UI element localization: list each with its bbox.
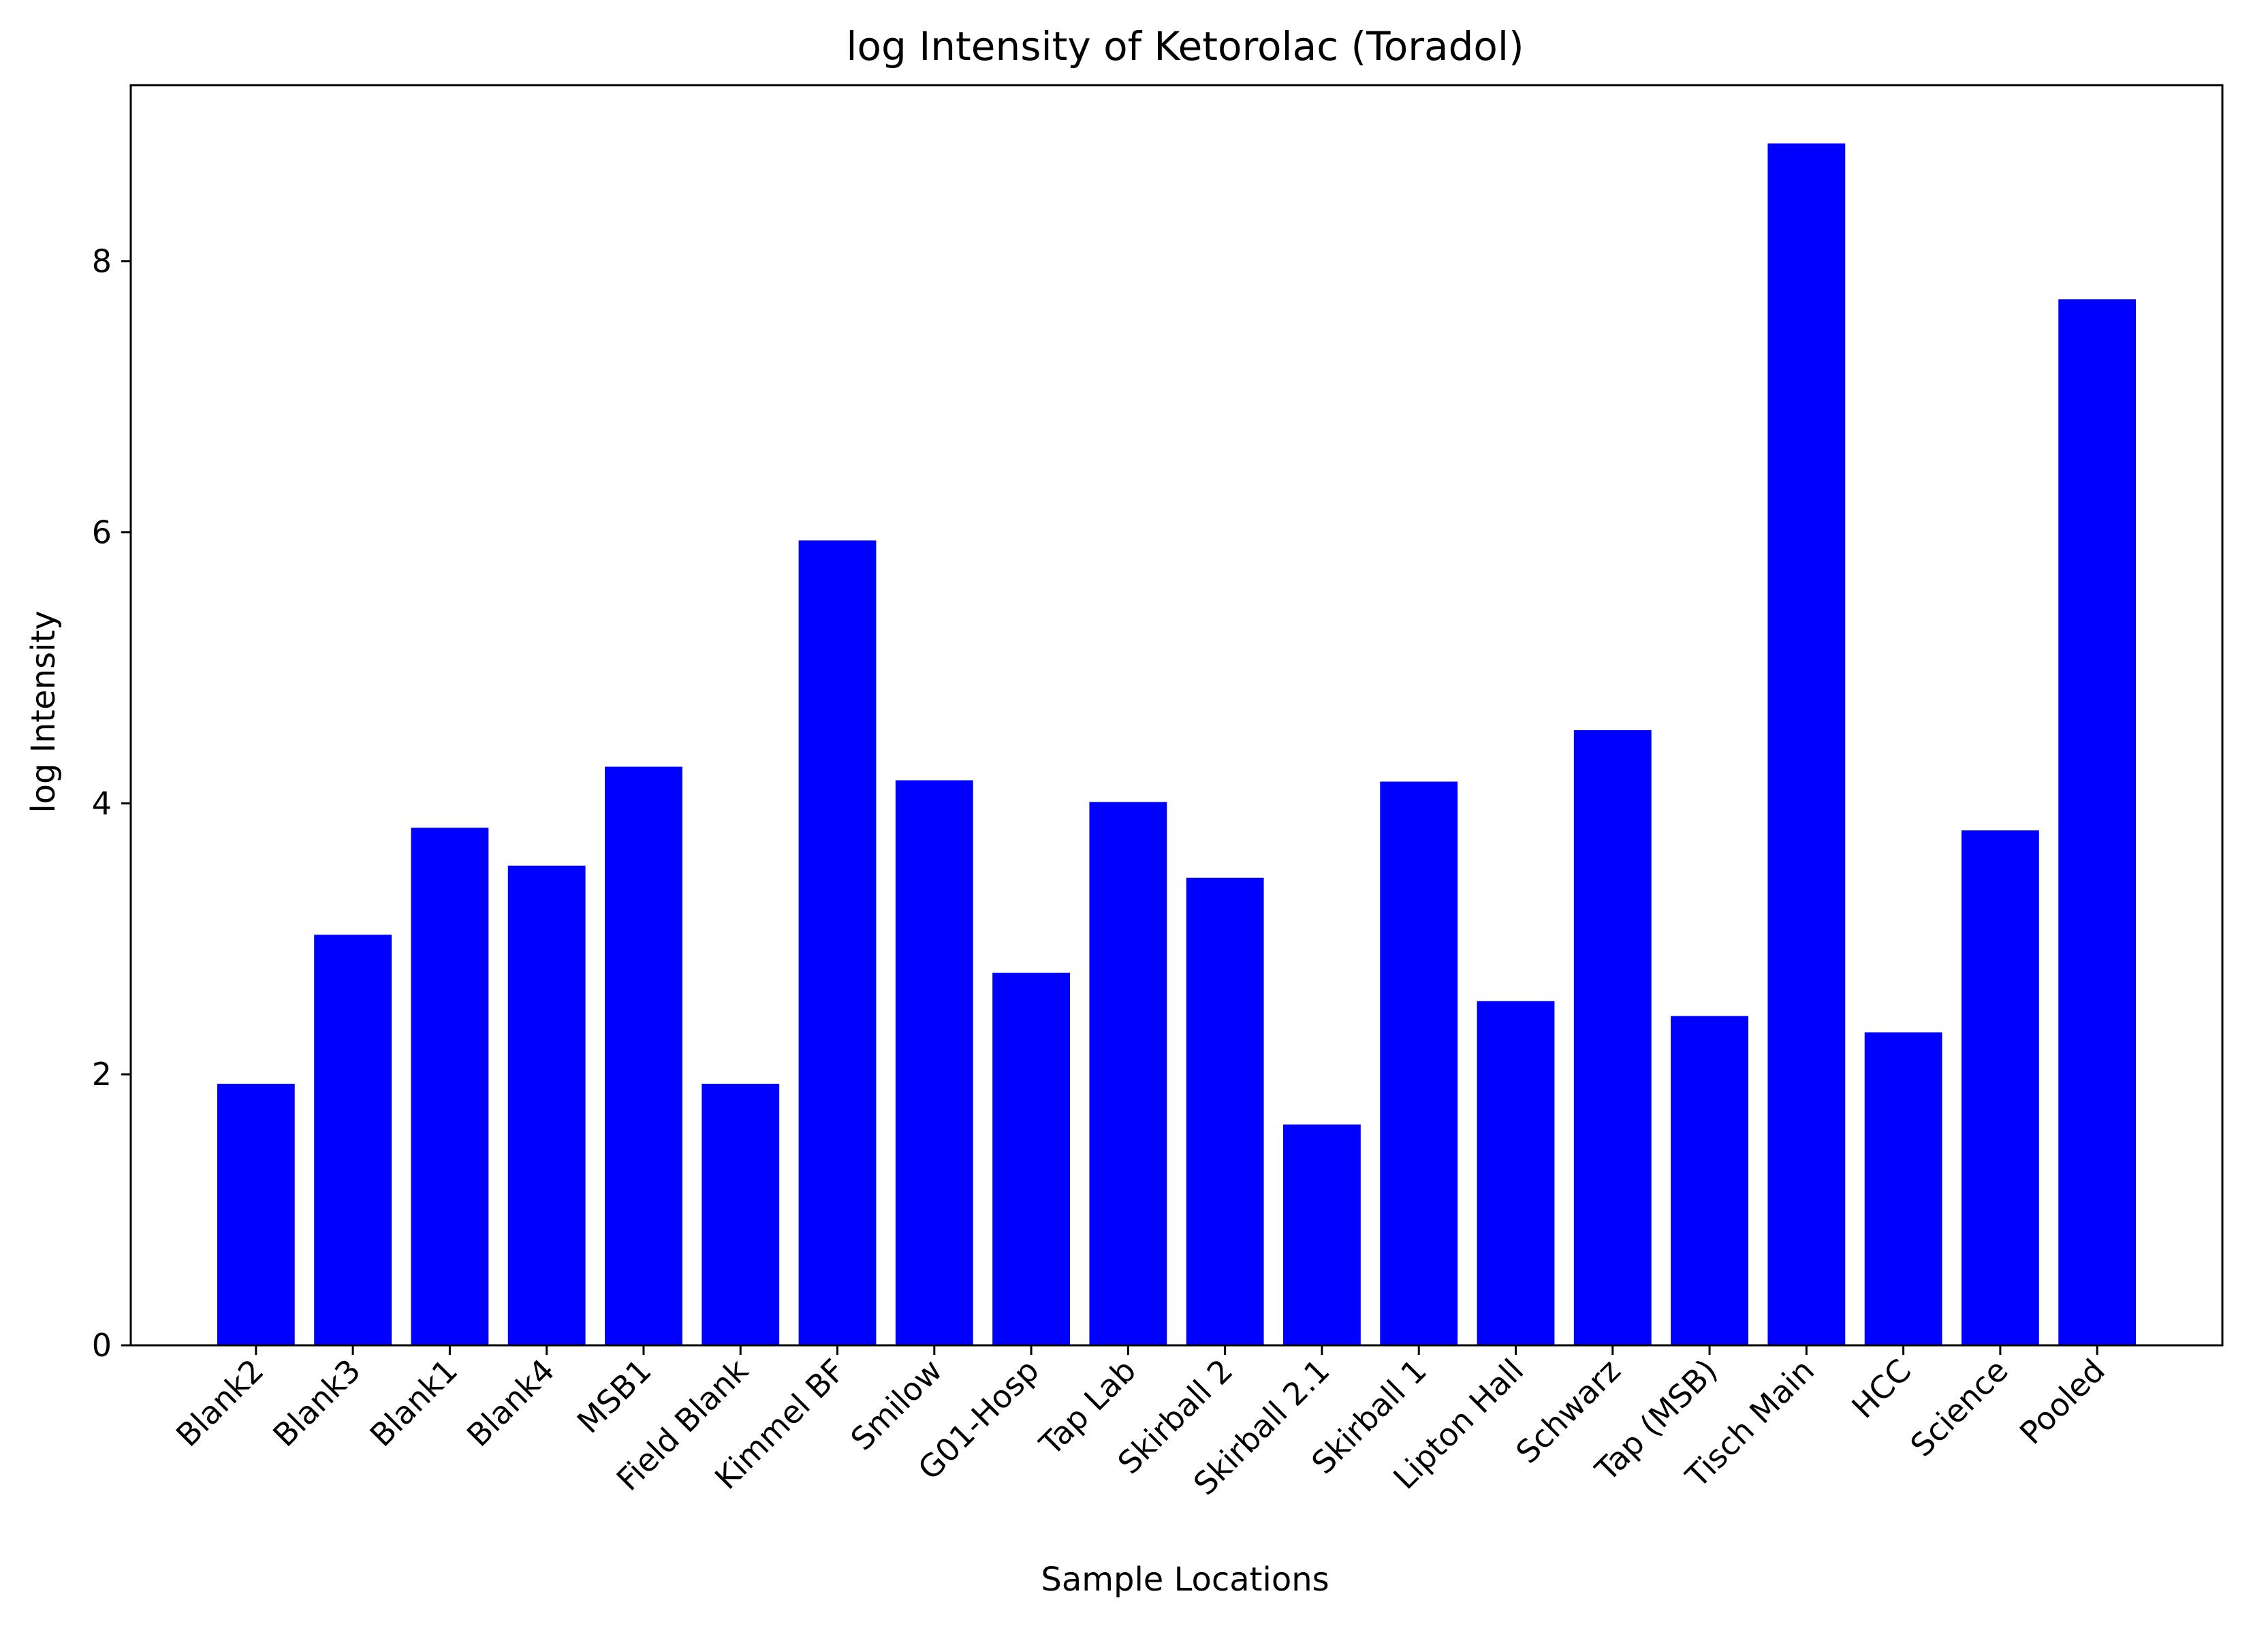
- y-tick-label-2: 4: [92, 785, 112, 821]
- bar-9: [1089, 802, 1167, 1345]
- bar-1: [314, 935, 392, 1345]
- bar-10: [1186, 877, 1264, 1345]
- bar-14: [1573, 730, 1652, 1345]
- bar-15: [1671, 1016, 1748, 1345]
- bar-5: [702, 1084, 780, 1345]
- bar-17: [1864, 1032, 1942, 1345]
- bar-13: [1477, 1001, 1555, 1345]
- bar-0: [217, 1084, 295, 1345]
- x-axis-label: Sample Locations: [1041, 1561, 1329, 1599]
- bar-8: [992, 972, 1070, 1345]
- y-tick-label-3: 6: [92, 514, 112, 550]
- bar-18: [1961, 830, 2039, 1345]
- bar-2: [411, 828, 489, 1345]
- bar-16: [1767, 143, 1846, 1346]
- y-axis: 0 2 4 6 8: [92, 243, 131, 1364]
- bar-3: [507, 865, 586, 1345]
- y-tick-label-1: 2: [92, 1056, 112, 1093]
- y-axis-label: log Intensity: [25, 610, 63, 813]
- bar-7: [895, 780, 973, 1345]
- bar-6: [798, 540, 877, 1345]
- bar-12: [1380, 781, 1458, 1345]
- y-tick-label-0: 0: [92, 1327, 112, 1364]
- plot-frame: [129, 84, 2224, 1347]
- chart-title: log Intensity of Ketorolac (Toradol): [846, 23, 1524, 69]
- bar-11: [1283, 1124, 1361, 1345]
- y-tick-label-4: 8: [92, 243, 112, 280]
- bars-group: [217, 143, 2137, 1346]
- bar-4: [605, 766, 682, 1345]
- bar-19: [2058, 299, 2137, 1346]
